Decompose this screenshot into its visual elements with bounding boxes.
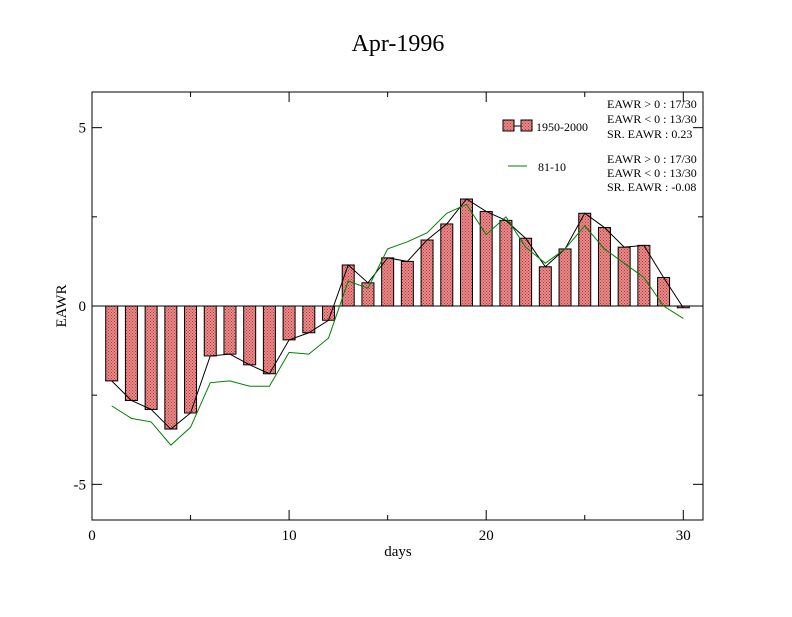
bar-day-3 — [144, 305, 158, 410]
bar-day-29 — [657, 276, 671, 307]
x-tick-label-10: 10 — [282, 528, 297, 544]
bar-day-5 — [184, 305, 198, 414]
series-1950-2000-line — [111, 198, 684, 430]
legend-stat-81-10-2: SR. EAWR : -0.08 — [607, 180, 696, 194]
y-tick-label-5: 5 — [79, 121, 87, 137]
y-tick-label-0: 0 — [79, 299, 87, 315]
bar-day-8 — [243, 305, 257, 366]
bar-day-28 — [637, 244, 651, 307]
legend-stat-81-10-0: EAWR > 0 : 17/30 — [607, 152, 697, 166]
bar-day-23 — [538, 266, 552, 307]
bar-day-22 — [519, 237, 533, 307]
bar-day-9 — [262, 305, 276, 375]
bar-day-15 — [381, 257, 395, 307]
legend-swatch-1950-2000-b — [520, 119, 533, 132]
legend-label-81-10: 81-10 — [538, 160, 566, 174]
bar-day-20 — [479, 210, 493, 307]
series-81-10-line — [111, 203, 684, 446]
bar-day-1 — [105, 305, 119, 382]
x-tick-label-30: 30 — [676, 528, 691, 544]
bar-day-18 — [440, 223, 454, 307]
chart-title: Apr-1996 — [352, 31, 445, 57]
bar-day-11 — [302, 305, 316, 334]
x-axis-label: days — [384, 544, 412, 560]
legend-stat-1950-2000-2: SR. EAWR : 0.23 — [607, 127, 692, 141]
legend-stat-1950-2000-0: EAWR > 0 : 17/30 — [607, 97, 697, 111]
bar-day-19 — [459, 198, 473, 307]
legend-stat-1950-2000-1: EAWR < 0 : 13/30 — [607, 112, 697, 126]
y-tick-label--5: -5 — [74, 477, 87, 493]
legend-swatch-1950-2000-a — [502, 119, 515, 132]
bar-day-25 — [578, 212, 592, 307]
bar-day-7 — [223, 305, 237, 355]
bar-day-10 — [282, 305, 296, 341]
legend-stat-81-10-1: EAWR < 0 : 13/30 — [607, 166, 697, 180]
bar-day-2 — [124, 305, 138, 402]
bar-day-13 — [341, 264, 355, 307]
x-tick-label-0: 0 — [88, 528, 96, 544]
bar-day-6 — [203, 305, 217, 357]
bar-day-24 — [558, 248, 572, 307]
bar-day-21 — [499, 219, 513, 307]
bar-day-26 — [597, 227, 611, 307]
bar-day-27 — [617, 246, 631, 307]
bar-day-4 — [164, 305, 178, 430]
legend-label-1950-2000: 1950-2000 — [536, 120, 588, 134]
bar-day-17 — [420, 239, 434, 307]
bar-day-16 — [400, 260, 414, 307]
y-axis-label: EAWR — [54, 285, 70, 328]
x-tick-label-20: 20 — [479, 528, 494, 544]
